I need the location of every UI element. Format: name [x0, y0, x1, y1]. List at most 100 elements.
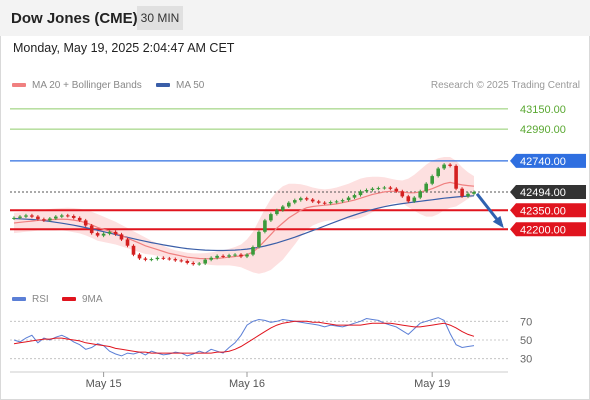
candle-body [107, 231, 112, 234]
candle-body [376, 188, 381, 190]
candle-body [101, 233, 106, 236]
rsi-tick-50: 50 [520, 335, 532, 347]
candle-body [42, 219, 46, 221]
level-label-42494.00: 42494.00 [520, 187, 566, 199]
candle-body [358, 191, 363, 196]
candle-body [54, 216, 58, 219]
candle-body [263, 220, 267, 232]
ma50-swatch [156, 83, 170, 88]
ma20-legend-label: MA 20 + Bollinger Bands [32, 80, 142, 91]
candle-body [143, 258, 148, 260]
candle-body [340, 200, 345, 202]
ma9-line [13, 320, 475, 354]
candle-body [221, 255, 225, 257]
candle-body [113, 231, 118, 235]
forecast-arrow-head [492, 215, 504, 229]
candle-body [406, 196, 411, 202]
candle-body [119, 234, 124, 240]
candle-body [161, 257, 166, 259]
candle-body [12, 217, 16, 219]
candle-body [424, 183, 428, 192]
candle-body [209, 257, 213, 260]
candle-body [227, 255, 231, 257]
candle-body [95, 233, 100, 236]
candle-body [83, 220, 88, 226]
candle-body [125, 239, 130, 246]
level-label-42350.00: 42350.00 [520, 205, 566, 217]
candle-body [382, 187, 387, 189]
candle-body [448, 164, 452, 166]
candle-body [257, 231, 261, 247]
candle-body [388, 187, 393, 189]
candle-body [442, 164, 446, 169]
candle-body [322, 202, 327, 204]
candle-body [436, 168, 440, 177]
candle-body [239, 254, 243, 257]
candle-body [48, 218, 52, 221]
rsi-swatch [12, 297, 26, 302]
ma9-legend-label: 9MA [82, 294, 103, 305]
candle-body [137, 254, 142, 259]
legend-ma20: MA 20 + Bollinger Bands [12, 80, 142, 91]
x-tick-label-1: May 16 [229, 378, 265, 390]
timeframe-badge[interactable]: 30 MIN [137, 6, 183, 30]
candle-body [310, 199, 315, 202]
candle-body [460, 188, 464, 197]
level-badge-42350.00 [510, 203, 586, 218]
ma9-swatch [62, 297, 76, 302]
candle-body [364, 190, 369, 192]
candle-body [287, 202, 291, 207]
level-badge-42494.00 [510, 185, 586, 200]
candle-body [167, 258, 172, 260]
candle-body [89, 225, 94, 234]
candle-body [24, 215, 28, 217]
level-label-43150.00: 43150.00 [520, 104, 566, 116]
candle-body [191, 262, 195, 265]
level-label-42200.00: 42200.00 [520, 224, 566, 236]
legend-ma50: MA 50 [156, 80, 204, 91]
copyright-notice: Research © 2025 Trading Central [430, 80, 580, 91]
candle-body [66, 215, 70, 217]
candle-body [304, 198, 309, 200]
rsi-tick-30: 30 [520, 354, 532, 366]
candle-body [131, 245, 136, 255]
level-badge-42200.00 [510, 222, 586, 237]
candle-body [281, 206, 285, 211]
candle-body [185, 261, 190, 263]
candle-body [36, 216, 40, 220]
candle-body [71, 216, 76, 218]
chart-header: Dow Jones (CME) 30 MIN [0, 0, 590, 36]
ma20-swatch [12, 83, 26, 88]
candle-body [346, 197, 351, 201]
candle-body [60, 215, 64, 217]
ma20-line [13, 181, 475, 260]
candle-body [334, 201, 339, 203]
candle-body [269, 214, 273, 221]
candle-body [251, 247, 255, 255]
x-tick-label-0: May 15 [86, 378, 122, 390]
candle-body [454, 165, 458, 189]
candle-body [472, 192, 476, 194]
candle-body [77, 217, 82, 221]
candle-body [149, 259, 154, 261]
candle-body [412, 197, 417, 202]
ma50-legend-label: MA 50 [176, 80, 205, 91]
candle-body [293, 200, 297, 203]
candle-body [245, 254, 249, 257]
bollinger-band [14, 157, 474, 274]
instrument-title: Dow Jones (CME) [11, 10, 138, 27]
candle-body [394, 188, 399, 192]
candle-body [328, 202, 333, 204]
candle-body [215, 255, 219, 258]
rsi-legend-label: RSI [32, 294, 49, 305]
candle-body [233, 254, 237, 256]
candle-body [466, 193, 470, 197]
rsi-tick-70: 70 [520, 316, 532, 328]
legend-9ma: 9MA [62, 294, 103, 305]
candle-body [316, 201, 321, 203]
candle-body [430, 176, 434, 184]
candle-body [299, 198, 303, 201]
candle-body [197, 263, 201, 265]
candle-body [203, 259, 207, 264]
